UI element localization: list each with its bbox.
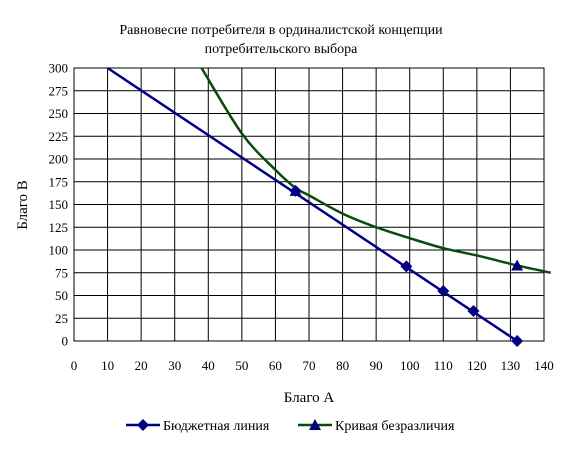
x-tick-label-120: 120 (467, 358, 487, 373)
x-tick-label-50: 50 (235, 358, 248, 373)
y-tick-label-25: 25 (55, 311, 68, 326)
x-tick-label-40: 40 (202, 358, 215, 373)
x-tick-label-130: 130 (501, 358, 521, 373)
y-tick-label-275: 275 (49, 83, 69, 98)
y-tick-label-75: 75 (55, 265, 68, 280)
plot-frame (73, 67, 545, 342)
series-markers (289, 184, 524, 347)
series-line-0 (106, 66, 518, 343)
x-tick-label-30: 30 (168, 358, 181, 373)
series-1-marker-0 (289, 184, 302, 196)
legend-budget-line-marker (137, 419, 149, 431)
series-line-1 (200, 67, 551, 274)
y-tick-label-100: 100 (49, 243, 69, 258)
x-tick-label-90: 90 (370, 358, 383, 373)
y-tick-label-150: 150 (49, 197, 69, 212)
x-axis-label: Благо А (284, 390, 335, 406)
y-tick-label-200: 200 (49, 152, 69, 167)
y-tick-label-125: 125 (49, 220, 69, 235)
y-tick-label-0: 0 (62, 334, 69, 349)
series-0-marker-2 (437, 284, 450, 297)
chart-title-line-2: потребительского выбора (205, 42, 358, 57)
legend-indifference-curve-label: Кривая безразличия (335, 419, 455, 434)
series-1-marker-1 (511, 259, 524, 271)
x-tick-label-10: 10 (101, 358, 114, 373)
y-axis-label: Благо В (15, 180, 31, 230)
legend-item-indifference-curve: Кривая безразличия (298, 419, 455, 434)
x-tick-label-0: 0 (71, 358, 78, 373)
series-0-marker-1 (400, 260, 413, 273)
legend: Бюджетная линия Кривая безразличия (126, 419, 455, 434)
legend-budget-line-label: Бюджетная линия (163, 419, 270, 434)
y-tick-label-50: 50 (55, 288, 68, 303)
series-lines (106, 66, 551, 343)
x-tick-label-70: 70 (303, 358, 316, 373)
chart-title-line-1: Равновесие потребителя в ординалистской … (119, 23, 443, 38)
x-tick-label-60: 60 (269, 358, 282, 373)
legend-indifference-curve-marker (309, 419, 321, 430)
y-tick-label-175: 175 (49, 174, 69, 189)
y-tick-label-250: 250 (49, 106, 69, 121)
legend-item-budget-line: Бюджетная линия (126, 419, 270, 434)
series-0-marker-4 (511, 335, 524, 347)
x-tick-labels: 0 10 20 30 40 50 60 70 80 90 100 110 120 130 140 (71, 358, 554, 373)
grid-lines (73, 67, 545, 342)
x-tick-label-20: 20 (135, 358, 148, 373)
y-tick-label-300: 300 (49, 61, 69, 76)
series-0-marker-3 (467, 304, 480, 317)
x-tick-label-80: 80 (336, 358, 349, 373)
x-tick-label-110: 110 (434, 358, 453, 373)
y-tick-label-225: 225 (49, 129, 69, 144)
y-tick-labels: 0 25 50 75 100 125 150 175 200 225 250 275 300 (49, 61, 69, 349)
plot-area-border (73, 67, 545, 342)
x-tick-label-140: 140 (534, 358, 554, 373)
x-tick-label-100: 100 (400, 358, 420, 373)
